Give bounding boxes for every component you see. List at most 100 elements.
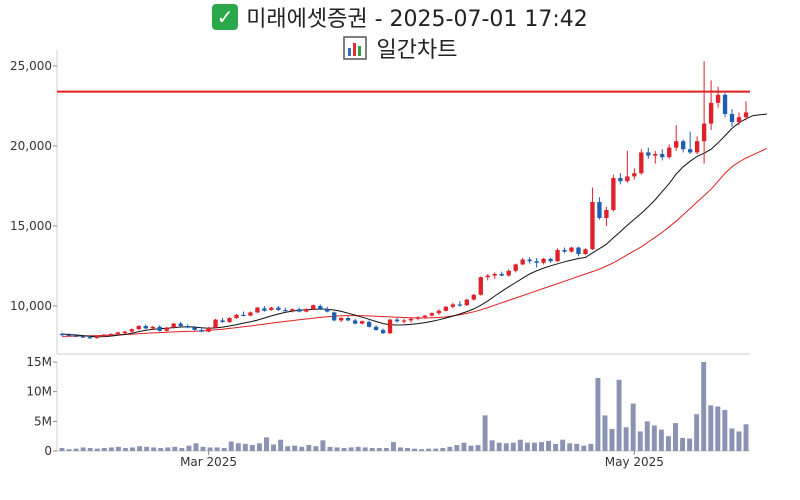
candle-down (687, 149, 693, 153)
candle-up (311, 305, 316, 310)
candle-down (66, 334, 72, 336)
check-mark-icon: ✓ (212, 4, 239, 30)
volume-bar (334, 447, 340, 451)
volume-bar (207, 447, 213, 451)
candle-down (646, 152, 651, 156)
volume-bar (609, 429, 615, 451)
volume-bar (468, 445, 474, 451)
candle-up (171, 323, 176, 328)
candle-down (576, 247, 581, 254)
candle-down (318, 306, 323, 310)
volume-bar (560, 439, 566, 451)
volume-tick-label: 10M (26, 385, 52, 399)
volume-bar (122, 448, 128, 451)
volume-bar (172, 446, 178, 451)
price-tick-label: 20,000 (10, 139, 52, 153)
volume-bar (715, 406, 721, 451)
volume-bar (299, 446, 305, 451)
volume-bar (447, 446, 453, 451)
candle-up (136, 326, 141, 330)
volume-bar (228, 441, 234, 451)
candle-up (290, 309, 295, 311)
volume-bar (341, 448, 347, 451)
volume-tick-label: 15M (26, 355, 52, 369)
candle-up (150, 326, 155, 329)
volume-bar (271, 444, 277, 451)
volume-bar (567, 443, 573, 451)
candle-up (590, 202, 595, 250)
candle-down (618, 178, 623, 182)
volume-bar (264, 437, 269, 451)
candle-down (143, 326, 148, 329)
candle-up (213, 319, 218, 328)
price-tick-label: 10,000 (10, 299, 52, 313)
price-tick-label: 15,000 (10, 219, 52, 233)
candle-up (387, 319, 393, 334)
volume-bar (249, 445, 255, 451)
volume-bar (101, 448, 107, 451)
date-tick-label: May 2025 (605, 455, 664, 469)
volume-bar (137, 446, 143, 451)
candle-up (541, 258, 546, 263)
candle-down (241, 314, 246, 316)
volume-bar (66, 449, 72, 451)
volume-bar (278, 439, 284, 451)
volume-bar (165, 447, 171, 451)
candle-down (73, 335, 79, 337)
candle-up (715, 94, 721, 103)
volume-bar (680, 437, 686, 451)
candle-up (115, 332, 121, 334)
volume-bar (503, 443, 509, 451)
volume-bar (348, 447, 354, 451)
candle-up (122, 331, 127, 334)
candle-up (108, 334, 114, 336)
volume-bar (729, 428, 735, 451)
candle-up (639, 152, 644, 174)
volume-bar (313, 446, 319, 451)
candle-down (722, 94, 728, 114)
volume-bar (193, 443, 199, 451)
volume-bar (623, 427, 629, 451)
candle-up (701, 123, 707, 142)
candle-up (520, 259, 525, 265)
volume-bar (553, 443, 559, 451)
volume-bar (461, 442, 467, 451)
volume-bar (736, 431, 742, 451)
volume-bar (694, 414, 700, 451)
candle-up (464, 299, 469, 306)
volume-bar (722, 410, 728, 451)
volume-bar (665, 436, 671, 451)
volume-bar (87, 448, 93, 451)
volume-bar (115, 446, 121, 451)
volume-bar (376, 448, 382, 451)
volume-tick-label: 5M (34, 414, 52, 428)
volume-bar (306, 445, 312, 451)
candle-up (101, 334, 107, 337)
volume-bar (475, 445, 481, 451)
volume-bar (496, 442, 502, 451)
volume-bar (412, 448, 418, 451)
candle-down (87, 337, 93, 339)
candle-up (653, 154, 658, 156)
volume-bar (433, 448, 439, 451)
candle-up (429, 313, 435, 316)
volume-bar (701, 362, 707, 451)
volume-bar (242, 443, 248, 451)
volume-bar (602, 415, 608, 451)
volume-bar (179, 448, 185, 451)
candle-up (513, 264, 518, 271)
volume-bar (510, 442, 516, 451)
volume-bar (398, 447, 403, 451)
candle-up (611, 178, 616, 210)
volume-bar (235, 443, 241, 451)
volume-bar (130, 447, 135, 451)
candle-up (436, 310, 442, 314)
volume-bar (440, 448, 446, 451)
candle-down (597, 202, 602, 218)
candle-up (255, 307, 260, 313)
volume-bar (517, 439, 523, 451)
volume-bar (256, 443, 262, 451)
volume-bar (369, 448, 375, 451)
volume-bar (524, 442, 530, 451)
volume-bar (743, 424, 749, 451)
